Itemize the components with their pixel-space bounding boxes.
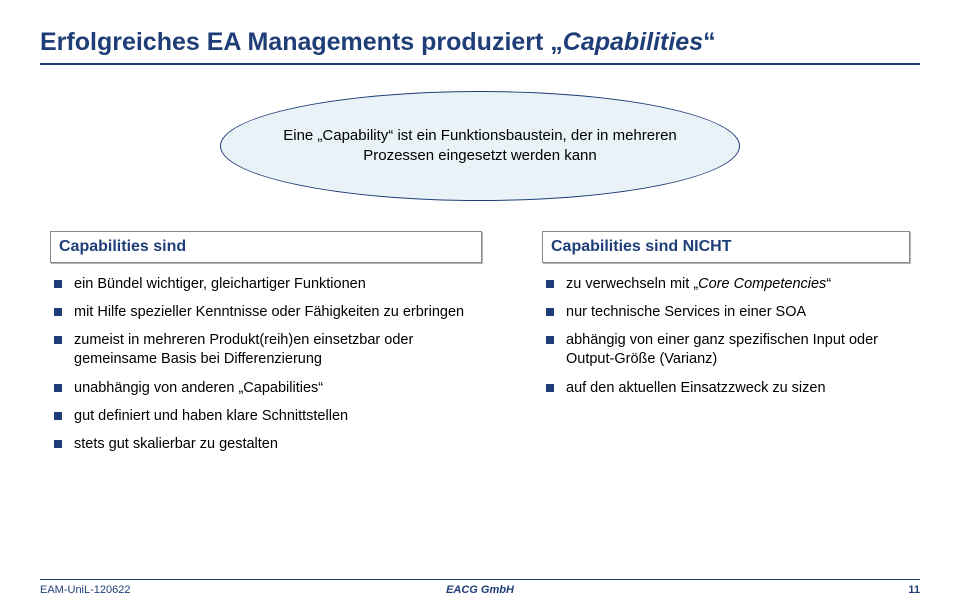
list-item: zumeist in mehreren Produkt(reih)en eins…: [72, 331, 482, 369]
slide: Erfolgreiches EA Managements produziert …: [0, 0, 960, 610]
list-item: nur technische Services in einer SOA: [564, 303, 910, 322]
list-item: stets gut skalierbar zu gestalten: [72, 435, 482, 454]
footer-right: 11: [908, 584, 920, 596]
list-item: gut definiert und haben klare Schnittste…: [72, 407, 482, 426]
column-left: Capabilities sind ein Bündel wichtiger, …: [50, 231, 482, 463]
list-item: auf den aktuellen Einsatzzweck zu sizen: [564, 379, 910, 398]
definition-text: Eine „Capability“ ist ein Funktionsbaust…: [271, 126, 689, 167]
column-right: Capabilities sind NICHT zu verwechseln m…: [542, 231, 910, 463]
ellipse-container: Eine „Capability“ ist ein Funktionsbaust…: [40, 91, 920, 201]
list-item: ein Bündel wichtiger, gleichartiger Funk…: [72, 275, 482, 294]
right-bullet-list: zu verwechseln mit „Core Competencies“ nu…: [542, 275, 910, 398]
list-item: mit Hilfe spezieller Kenntnisse oder Fäh…: [72, 303, 482, 322]
list-item: zu verwechseln mit „Core Competencies“: [564, 275, 910, 294]
footer-center: EACG GmbH: [40, 584, 920, 596]
right-header: Capabilities sind NICHT: [542, 231, 910, 263]
footer-left: EAM-UniL-120622: [40, 584, 131, 596]
list-item: abhängig von einer ganz spezifischen Inp…: [564, 331, 910, 369]
left-bullet-list: ein Bündel wichtiger, gleichartiger Funk…: [50, 275, 482, 454]
page-title: Erfolgreiches EA Managements produziert …: [40, 28, 920, 57]
columns: Capabilities sind ein Bündel wichtiger, …: [40, 231, 920, 463]
left-header: Capabilities sind: [50, 231, 482, 263]
title-rule: [40, 63, 920, 65]
list-item: unabhängig von anderen „Capabilities“: [72, 379, 482, 398]
definition-ellipse: Eine „Capability“ ist ein Funktionsbaust…: [220, 91, 740, 201]
footer: EAM-UniL-120622 EACG GmbH 11: [40, 579, 920, 596]
